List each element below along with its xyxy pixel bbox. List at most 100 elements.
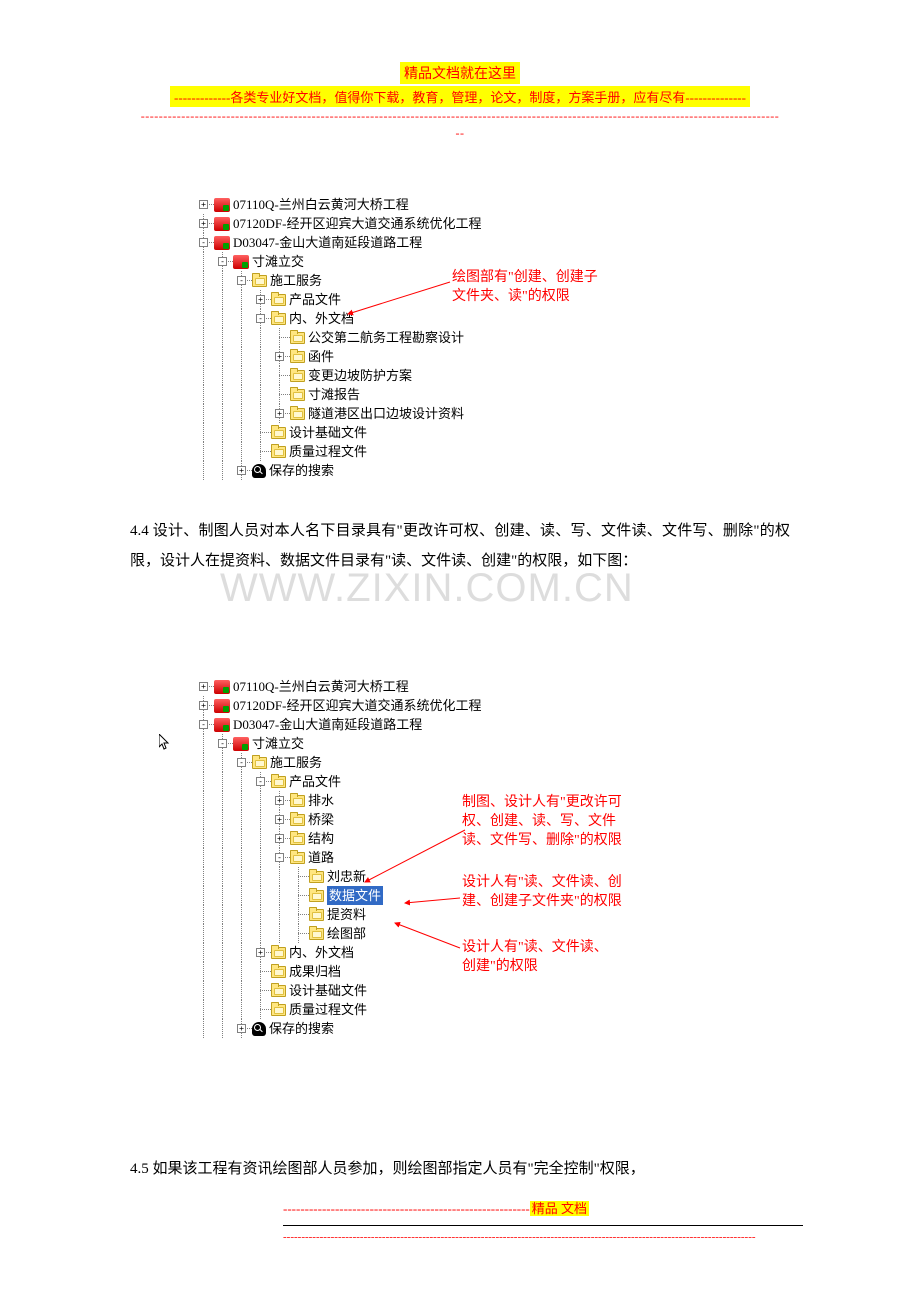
tree-node[interactable]: 变更边坡防护方案 [195, 366, 695, 385]
tree-expander-cell[interactable]: + [271, 810, 290, 829]
tree-node-label[interactable]: 数据文件 [327, 886, 383, 905]
tree-node[interactable]: + 内、外文档 [195, 943, 695, 962]
tree-expander-cell[interactable]: + [195, 214, 214, 233]
tree-node-label[interactable]: 内、外文档 [289, 943, 354, 962]
tree-node[interactable]: + 函件 [195, 347, 695, 366]
tree-expander-cell[interactable]: + [252, 943, 271, 962]
tree-expander-cell[interactable]: + [195, 696, 214, 715]
tree-node-label[interactable]: 桥梁 [308, 810, 334, 829]
tree-node[interactable]: +07110Q-兰州白云黄河大桥工程 [195, 195, 695, 214]
expand-icon[interactable]: + [275, 834, 284, 843]
tree-expander-cell[interactable]: + [233, 1019, 252, 1038]
tree-node-label[interactable]: 施工服务 [270, 271, 322, 290]
expand-icon[interactable]: + [256, 295, 265, 304]
collapse-icon[interactable]: - [256, 314, 265, 323]
tree-expander-cell[interactable]: - [252, 309, 271, 328]
tree-node[interactable]: 质量过程文件 [195, 442, 695, 461]
tree-node-label[interactable]: 设计基础文件 [289, 423, 367, 442]
tree-node-label[interactable]: 隧道港区出口边坡设计资料 [308, 404, 464, 423]
tree-node-label[interactable]: 成果归档 [289, 962, 341, 981]
tree-expander-cell[interactable]: + [271, 404, 290, 423]
tree-expander-cell[interactable]: - [214, 734, 233, 753]
expand-icon[interactable]: + [237, 1024, 246, 1033]
expand-icon[interactable]: + [275, 352, 284, 361]
tree-node-label[interactable]: 设计基础文件 [289, 981, 367, 1000]
tree-node[interactable]: 质量过程文件 [195, 1000, 695, 1019]
tree-node-label[interactable]: 保存的搜索 [269, 1019, 334, 1038]
tree-expander-cell[interactable]: - [233, 271, 252, 290]
collapse-icon[interactable]: - [199, 720, 208, 729]
tree-node[interactable]: - 施工服务 [195, 271, 695, 290]
tree-node-label[interactable]: 寸滩立交 [252, 252, 304, 271]
tree-expander-cell[interactable]: - [271, 848, 290, 867]
tree-node[interactable]: 公交第二航务工程勘察设计 [195, 328, 695, 347]
tree-node-label[interactable]: 内、外文档 [289, 309, 354, 328]
tree-node[interactable]: - 施工服务 [195, 753, 695, 772]
tree-expander-cell[interactable]: - [252, 772, 271, 791]
tree-node-label[interactable]: 公交第二航务工程勘察设计 [308, 328, 464, 347]
tree-node-label[interactable]: 刘忠新 [327, 867, 366, 886]
tree-node[interactable]: - 内、外文档 [195, 309, 695, 328]
tree-node[interactable]: - 道路 [195, 848, 695, 867]
tree-expander-cell[interactable]: - [233, 753, 252, 772]
tree-expander-cell[interactable]: + [271, 347, 290, 366]
tree-node[interactable]: - D03047-金山大道南延段道路工程 [195, 233, 695, 252]
tree-node-label[interactable]: 施工服务 [270, 753, 322, 772]
expand-icon[interactable]: + [199, 219, 208, 228]
tree-expander-cell[interactable]: + [252, 290, 271, 309]
tree-node[interactable]: 成果归档 [195, 962, 695, 981]
tree-expander-cell[interactable]: - [214, 252, 233, 271]
tree-node-label[interactable]: 质量过程文件 [289, 442, 367, 461]
collapse-icon[interactable]: - [237, 276, 246, 285]
tree-node-label[interactable]: 质量过程文件 [289, 1000, 367, 1019]
tree-node-label[interactable]: 07110Q-兰州白云黄河大桥工程 [233, 677, 409, 696]
tree-node[interactable]: 设计基础文件 [195, 423, 695, 442]
expand-icon[interactable]: + [199, 682, 208, 691]
tree-expander-cell[interactable]: - [195, 715, 214, 734]
tree-node[interactable]: 绘图部 [195, 924, 695, 943]
collapse-icon[interactable]: - [275, 853, 284, 862]
tree-expander-cell[interactable]: + [195, 195, 214, 214]
tree-expander-cell[interactable]: + [271, 829, 290, 848]
tree-node-label[interactable]: 07120DF-经开区迎宾大道交通系统优化工程 [233, 696, 481, 715]
tree-node-label[interactable]: 产品文件 [289, 772, 341, 791]
expand-icon[interactable]: + [275, 815, 284, 824]
collapse-icon[interactable]: - [218, 257, 227, 266]
tree-node[interactable]: -产品文件 [195, 772, 695, 791]
tree-node[interactable]: +07120DF-经开区迎宾大道交通系统优化工程 [195, 696, 695, 715]
tree-node-label[interactable]: 道路 [308, 848, 334, 867]
expand-icon[interactable]: + [275, 409, 284, 418]
expand-icon[interactable]: + [199, 701, 208, 710]
expand-icon[interactable]: + [256, 948, 265, 957]
tree-expander-cell[interactable]: + [195, 677, 214, 696]
tree-node[interactable]: +07110Q-兰州白云黄河大桥工程 [195, 677, 695, 696]
expand-icon[interactable]: + [275, 796, 284, 805]
expand-icon[interactable]: + [199, 200, 208, 209]
tree-expander-cell[interactable]: - [195, 233, 214, 252]
tree-node-label[interactable]: 07110Q-兰州白云黄河大桥工程 [233, 195, 409, 214]
tree-node[interactable]: - D03047-金山大道南延段道路工程 [195, 715, 695, 734]
tree-node-label[interactable]: 函件 [308, 347, 334, 366]
tree-node-label[interactable]: D03047-金山大道南延段道路工程 [233, 715, 422, 734]
tree-node[interactable]: + 保存的搜索 [195, 1019, 695, 1038]
tree-node-label[interactable]: 结构 [308, 829, 334, 848]
tree-node-label[interactable]: 绘图部 [327, 924, 366, 943]
tree-node[interactable]: 设计基础文件 [195, 981, 695, 1000]
tree-node[interactable]: 寸滩报告 [195, 385, 695, 404]
tree-expander-cell[interactable]: + [233, 461, 252, 480]
collapse-icon[interactable]: - [218, 739, 227, 748]
tree-node[interactable]: +07120DF-经开区迎宾大道交通系统优化工程 [195, 214, 695, 233]
tree-expander-cell[interactable]: + [271, 791, 290, 810]
tree-node-label[interactable]: 07120DF-经开区迎宾大道交通系统优化工程 [233, 214, 481, 233]
tree-node-label[interactable]: D03047-金山大道南延段道路工程 [233, 233, 422, 252]
tree-node-label[interactable]: 提资料 [327, 905, 366, 924]
tree-node[interactable]: - 寸滩立交 [195, 252, 695, 271]
collapse-icon[interactable]: - [199, 238, 208, 247]
tree-node-label[interactable]: 寸滩报告 [308, 385, 360, 404]
tree-node[interactable]: +产品文件 [195, 290, 695, 309]
tree-node-label[interactable]: 保存的搜索 [269, 461, 334, 480]
tree-node-label[interactable]: 变更边坡防护方案 [308, 366, 412, 385]
collapse-icon[interactable]: - [237, 758, 246, 767]
tree-node-label[interactable]: 排水 [308, 791, 334, 810]
tree-node[interactable]: + 保存的搜索 [195, 461, 695, 480]
